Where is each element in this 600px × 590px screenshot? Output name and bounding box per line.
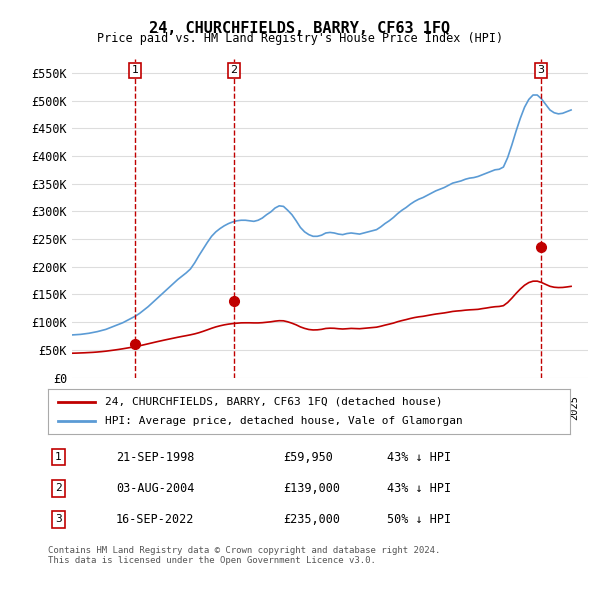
Text: 2016: 2016: [417, 395, 427, 420]
Text: 16-SEP-2022: 16-SEP-2022: [116, 513, 194, 526]
Text: 2007: 2007: [265, 395, 275, 420]
Text: 2013: 2013: [367, 395, 377, 420]
Text: 1: 1: [55, 452, 62, 462]
Text: 2014: 2014: [383, 395, 394, 420]
Text: 2008: 2008: [282, 395, 292, 420]
Text: 24, CHURCHFIELDS, BARRY, CF63 1FQ: 24, CHURCHFIELDS, BARRY, CF63 1FQ: [149, 21, 451, 35]
Text: 2003: 2003: [197, 395, 208, 420]
Text: 43% ↓ HPI: 43% ↓ HPI: [388, 481, 451, 495]
Text: 2018: 2018: [451, 395, 461, 420]
Text: 24, CHURCHFIELDS, BARRY, CF63 1FQ (detached house): 24, CHURCHFIELDS, BARRY, CF63 1FQ (detac…: [106, 397, 443, 407]
Text: 2024: 2024: [553, 395, 563, 420]
Text: 1997: 1997: [96, 395, 106, 420]
Text: 2011: 2011: [332, 395, 343, 420]
Text: 50% ↓ HPI: 50% ↓ HPI: [388, 513, 451, 526]
Text: 2017: 2017: [434, 395, 444, 420]
Text: 2010: 2010: [316, 395, 326, 420]
Text: 03-AUG-2004: 03-AUG-2004: [116, 481, 194, 495]
Text: 2020: 2020: [485, 395, 495, 420]
Text: 1: 1: [131, 65, 139, 76]
Text: 3: 3: [538, 65, 544, 76]
Text: £235,000: £235,000: [283, 513, 340, 526]
Text: Contains HM Land Registry data © Crown copyright and database right 2024.
This d: Contains HM Land Registry data © Crown c…: [48, 546, 440, 565]
Text: 3: 3: [55, 514, 62, 525]
Text: 2015: 2015: [400, 395, 410, 420]
Text: 1999: 1999: [130, 395, 140, 420]
Text: 2025: 2025: [569, 395, 580, 420]
Text: 2022: 2022: [519, 395, 529, 420]
Text: 2019: 2019: [468, 395, 478, 420]
Text: 2: 2: [230, 65, 238, 76]
Text: 2002: 2002: [181, 395, 190, 420]
Text: 2009: 2009: [299, 395, 309, 420]
Text: 43% ↓ HPI: 43% ↓ HPI: [388, 451, 451, 464]
Text: 2005: 2005: [231, 395, 241, 420]
Text: 2004: 2004: [214, 395, 224, 420]
Text: £139,000: £139,000: [283, 481, 340, 495]
Text: 1995: 1995: [62, 395, 72, 420]
Text: 2006: 2006: [248, 395, 258, 420]
Text: 21-SEP-1998: 21-SEP-1998: [116, 451, 194, 464]
Text: 2012: 2012: [350, 395, 359, 420]
Text: 2000: 2000: [146, 395, 157, 420]
Text: 2023: 2023: [536, 395, 546, 420]
Text: Price paid vs. HM Land Registry's House Price Index (HPI): Price paid vs. HM Land Registry's House …: [97, 32, 503, 45]
Text: HPI: Average price, detached house, Vale of Glamorgan: HPI: Average price, detached house, Vale…: [106, 417, 463, 426]
Text: 1998: 1998: [113, 395, 123, 420]
Text: 2001: 2001: [164, 395, 173, 420]
Text: 2021: 2021: [502, 395, 512, 420]
Text: 1996: 1996: [79, 395, 89, 420]
Text: 2: 2: [55, 483, 62, 493]
Text: £59,950: £59,950: [283, 451, 333, 464]
